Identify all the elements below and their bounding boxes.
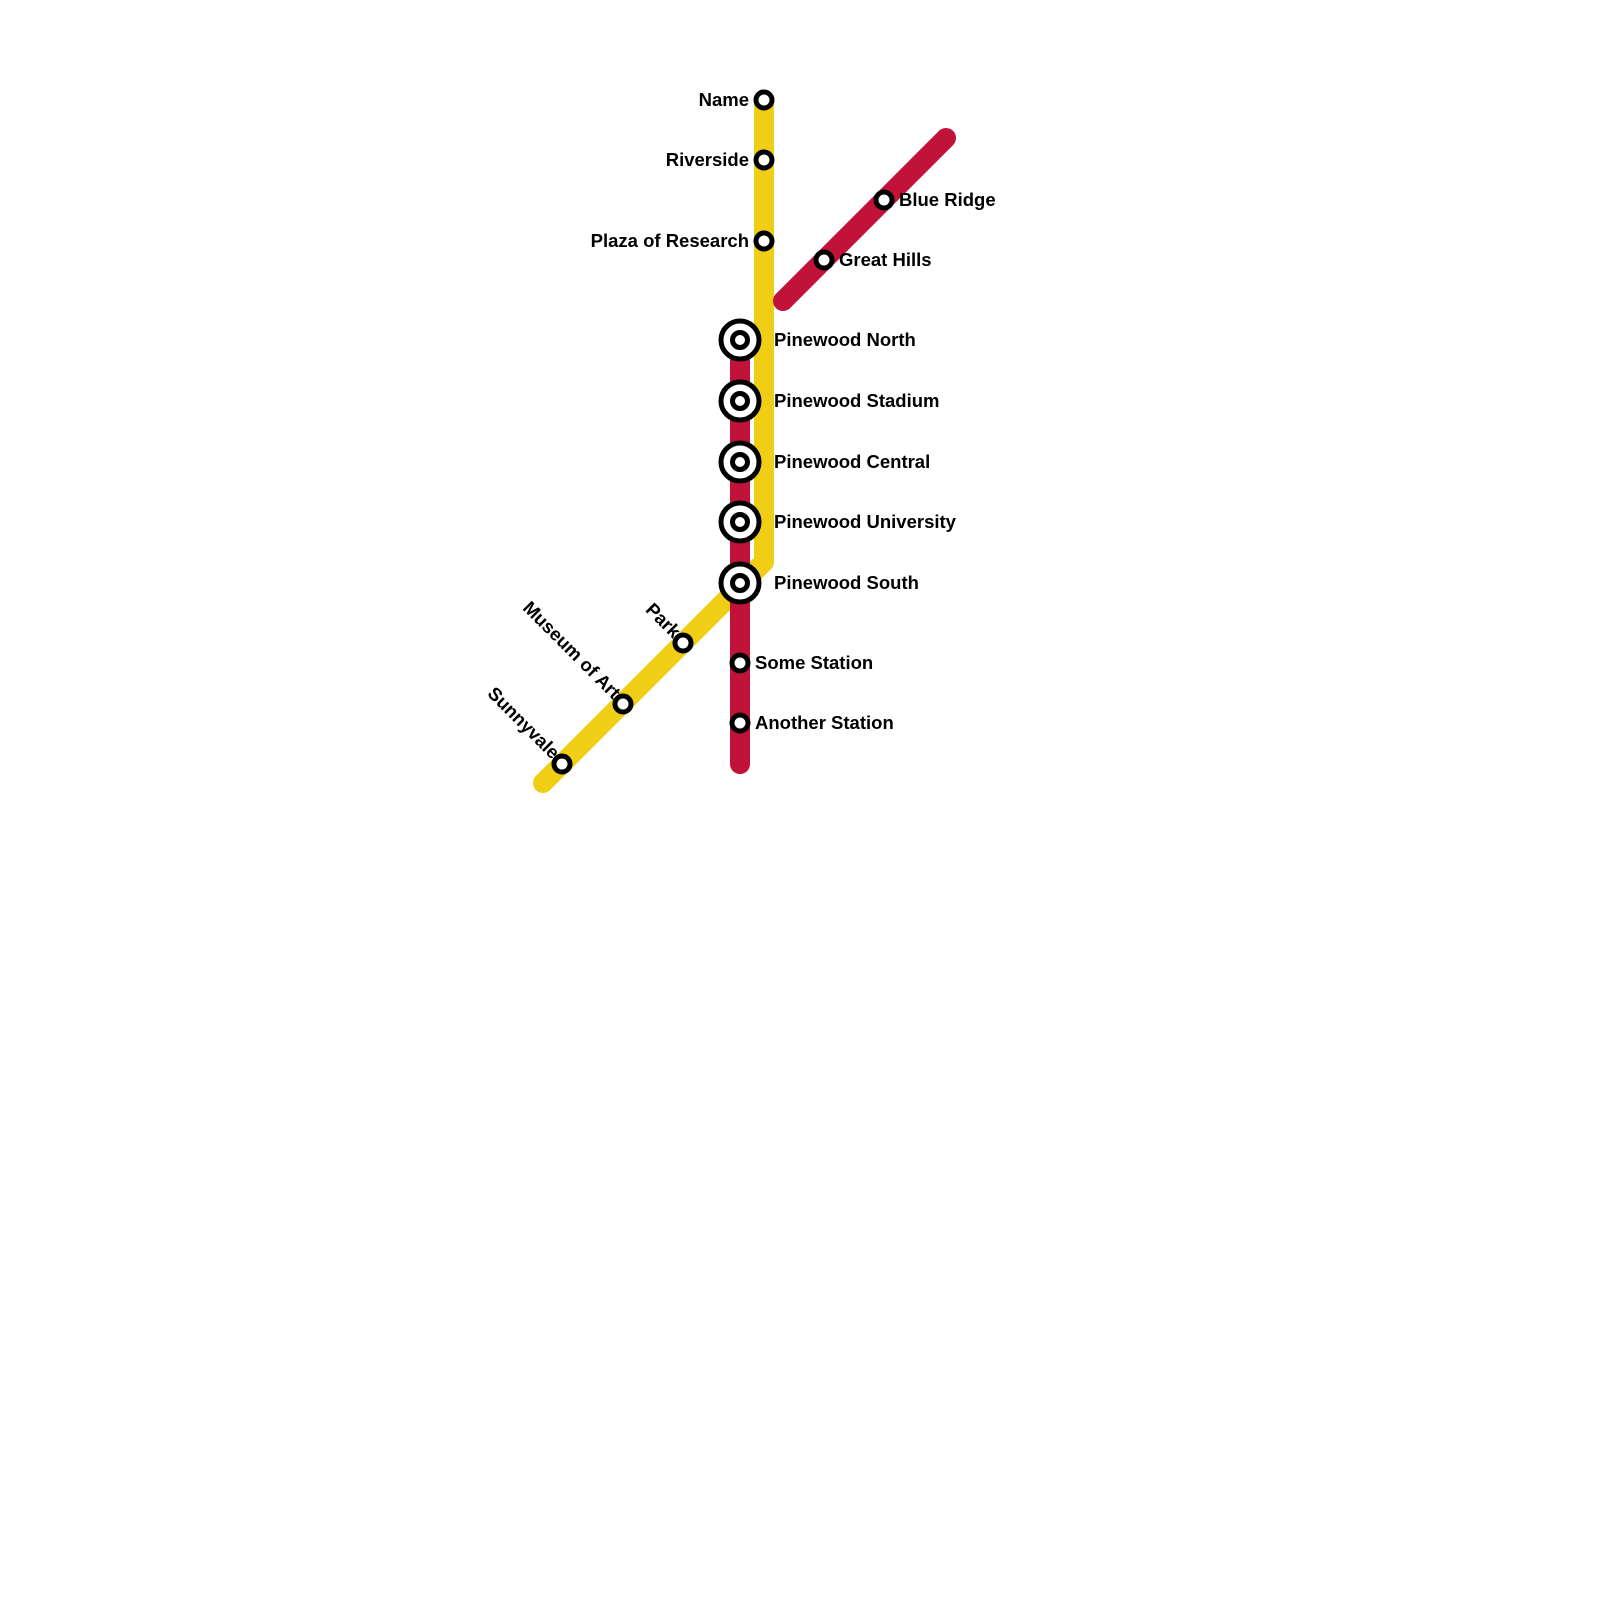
interchange-marker[interactable] xyxy=(730,452,750,472)
station[interactable]: Another Station xyxy=(729,712,894,734)
interchange-marker[interactable] xyxy=(730,573,750,593)
station[interactable]: Pinewood University xyxy=(718,500,957,544)
station[interactable]: Pinewood Central xyxy=(718,440,930,484)
station[interactable]: Pinewood Stadium xyxy=(718,379,939,423)
station[interactable]: Park xyxy=(642,599,694,654)
station[interactable]: Sunnyvale xyxy=(484,683,573,775)
station[interactable]: Riverside xyxy=(666,149,775,171)
station[interactable]: Plaza of Research xyxy=(591,230,775,252)
station[interactable]: Great Hills xyxy=(813,249,932,271)
station-marker[interactable] xyxy=(729,652,751,674)
interchange-marker[interactable] xyxy=(730,391,750,411)
station-label: Riverside xyxy=(666,149,749,170)
station[interactable]: Pinewood North xyxy=(718,318,916,362)
station-label: Name xyxy=(699,89,749,110)
station-label: Sunnyvale xyxy=(484,683,564,763)
station-label: Pinewood South xyxy=(774,572,919,593)
station-marker[interactable] xyxy=(551,753,573,775)
station-label: Blue Ridge xyxy=(899,189,996,210)
station-marker[interactable] xyxy=(873,189,895,211)
station[interactable]: Blue Ridge xyxy=(873,189,996,211)
station-label: Some Station xyxy=(755,652,873,673)
station[interactable]: Name xyxy=(699,89,775,111)
red-line-branch xyxy=(773,128,956,311)
station[interactable]: Some Station xyxy=(729,652,873,674)
station-marker[interactable] xyxy=(753,149,775,171)
station-label: Pinewood Stadium xyxy=(774,390,939,411)
station-marker[interactable] xyxy=(729,712,751,734)
station-marker[interactable] xyxy=(753,230,775,252)
station-marker[interactable] xyxy=(813,249,835,271)
station-label: Great Hills xyxy=(839,249,932,270)
station-label: Pinewood University xyxy=(774,511,957,532)
interchange-marker[interactable] xyxy=(730,512,750,532)
station[interactable]: Museum of Art xyxy=(519,597,634,715)
station-marker[interactable] xyxy=(612,693,634,715)
station-marker[interactable] xyxy=(753,89,775,111)
station-label: Pinewood Central xyxy=(774,451,930,472)
station-label: Another Station xyxy=(755,712,894,733)
station-marker[interactable] xyxy=(672,632,694,654)
station-label: Museum of Art xyxy=(519,597,625,703)
station[interactable]: Pinewood South xyxy=(718,561,919,605)
station-label: Plaza of Research xyxy=(591,230,749,251)
station-label: Pinewood North xyxy=(774,329,916,350)
interchange-marker[interactable] xyxy=(730,330,750,350)
